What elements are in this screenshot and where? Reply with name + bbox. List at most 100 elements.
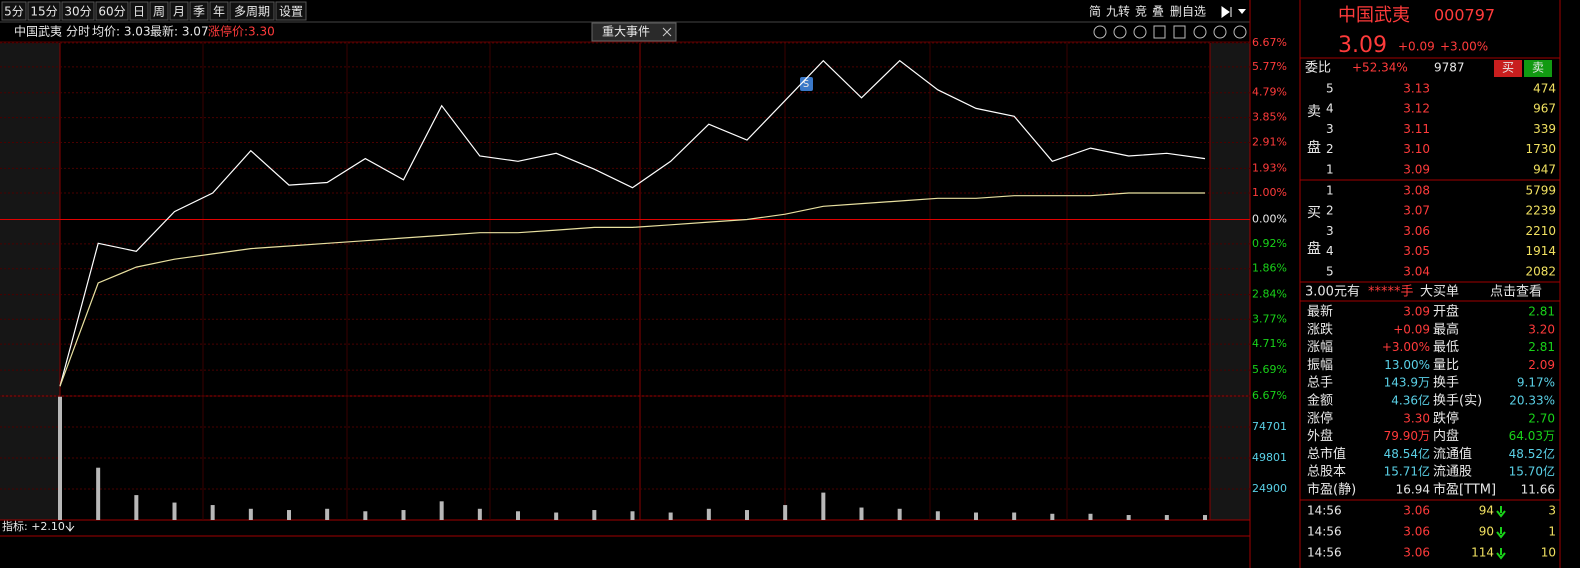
period-button[interactable] (275, 1, 307, 21)
indicator-label: 指标: +2.10 (2, 519, 65, 533)
buy-button[interactable] (1494, 60, 1522, 77)
event-tag-label[interactable]: 重大事件 (602, 25, 650, 39)
period-button[interactable] (209, 1, 229, 21)
sell-side-label: 卖 (1307, 104, 1321, 120)
y-tick-label: 74701 (1252, 420, 1287, 433)
volume-bar (783, 505, 788, 520)
period-label[interactable]: 30分 (64, 5, 91, 19)
volume-bar (477, 508, 482, 520)
level: 2 (1326, 204, 1334, 218)
period-label[interactable]: 年 (213, 5, 225, 19)
order-price: 3.07 (1403, 204, 1430, 218)
y-tick-label: 6.67% (1252, 389, 1287, 402)
trade-count: 10 (1541, 546, 1556, 560)
stat-label: 外盘 (1307, 428, 1333, 444)
period-button[interactable] (129, 1, 149, 21)
level: 2 (1326, 142, 1334, 156)
tool-label[interactable]: 九转 (1106, 4, 1130, 19)
level: 3 (1326, 224, 1334, 238)
stat-label: 涨幅 (1307, 340, 1333, 355)
period-button[interactable] (1, 1, 27, 21)
period-button[interactable] (149, 1, 169, 21)
period-button[interactable] (229, 1, 275, 21)
weibi-ratio: +52.34% (1352, 61, 1408, 75)
sell-button-label[interactable]: 卖 (1532, 61, 1544, 75)
tool-icon[interactable] (1113, 25, 1127, 39)
sell-button[interactable] (1524, 60, 1552, 77)
y-tick-label: 4.79% (1252, 86, 1287, 99)
stat-value: 13.00% (1384, 358, 1430, 372)
period-button[interactable] (189, 1, 209, 21)
period-label[interactable]: 日 (133, 5, 145, 19)
stat-value: 16.94 (1396, 483, 1430, 497)
tool-label[interactable]: 简 (1089, 5, 1101, 19)
level: 3 (1326, 122, 1334, 136)
stock-name: 中国武夷 (14, 24, 62, 39)
tool-icon[interactable] (1213, 25, 1227, 39)
volume-bar (134, 495, 139, 520)
order-price: 3.09 (1403, 162, 1430, 176)
y-tick-label: 1.93% (1252, 161, 1287, 174)
period-button[interactable] (61, 1, 95, 21)
trade-count: 1 (1548, 525, 1556, 539)
volume-bar (58, 396, 62, 520)
period-button[interactable] (95, 1, 129, 21)
tool-icon[interactable] (1153, 25, 1166, 39)
volume-bar (897, 508, 902, 520)
buy-button-label[interactable]: 买 (1502, 61, 1514, 75)
play-icon[interactable] (1221, 6, 1232, 18)
period-label[interactable]: 设置 (279, 5, 303, 19)
y-tick-label: 5.69% (1252, 363, 1287, 376)
tool-icon[interactable] (1093, 25, 1107, 39)
period-label[interactable]: 15分 (30, 5, 57, 19)
volume-bar (172, 502, 177, 520)
stat-label: 振幅 (1307, 358, 1333, 373)
y-tick-label: 6.67% (1252, 36, 1287, 49)
period-label[interactable]: 月 (173, 5, 185, 19)
tool-icon[interactable] (1133, 25, 1147, 39)
period-button[interactable] (169, 1, 189, 21)
trade-arrow (1496, 527, 1506, 539)
volume-bar (1126, 515, 1131, 520)
volume-bar (821, 492, 826, 520)
period-label[interactable]: 多周期 (234, 5, 270, 19)
tool-label[interactable]: 叠 (1152, 5, 1164, 19)
order-volume: 2210 (1525, 224, 1556, 238)
quote-pct: +3.00% (1440, 40, 1488, 54)
stat-value: 2.09 (1528, 358, 1555, 372)
level: 1 (1326, 184, 1334, 198)
close-icon[interactable] (662, 27, 672, 37)
y-tick-label: 2.84% (1252, 288, 1287, 301)
tool-icon[interactable] (1193, 25, 1207, 39)
order-price: 3.06 (1403, 224, 1430, 238)
level: 5 (1326, 264, 1334, 278)
big-order[interactable]: 点击查看 (1490, 284, 1542, 300)
order-volume: 5799 (1525, 184, 1556, 198)
stat-label: 内盘 (1433, 428, 1459, 444)
volume-bar (935, 511, 940, 520)
volume-bar (248, 508, 253, 520)
big-order: 3.00元有 (1305, 285, 1360, 300)
sell-side-label: 盘 (1307, 139, 1321, 156)
stat-value: 3.30 (1403, 411, 1430, 425)
tool-label[interactable]: 删自选 (1170, 5, 1206, 19)
volume-bar (363, 511, 368, 520)
tool-icon[interactable] (1233, 25, 1247, 39)
dropdown-icon[interactable] (1238, 9, 1246, 14)
period-label[interactable]: 周 (153, 5, 165, 19)
period-label[interactable]: 5分 (4, 5, 24, 19)
event-tag[interactable] (591, 22, 677, 42)
period-label[interactable]: 季 (193, 5, 205, 19)
stat-label: 涨跌 (1307, 321, 1333, 337)
tool-label[interactable]: 竞 (1135, 5, 1147, 19)
order-price: 3.08 (1403, 184, 1430, 198)
level: 1 (1326, 162, 1334, 176)
period-label[interactable]: 60分 (98, 5, 125, 19)
tool-icon[interactable] (1173, 25, 1186, 39)
volume-bar (592, 510, 597, 520)
trade-arrow (1496, 548, 1506, 560)
period-button[interactable] (27, 1, 61, 21)
big-order: *****手 (1368, 285, 1414, 300)
stat-label: 流通值 (1433, 446, 1472, 462)
